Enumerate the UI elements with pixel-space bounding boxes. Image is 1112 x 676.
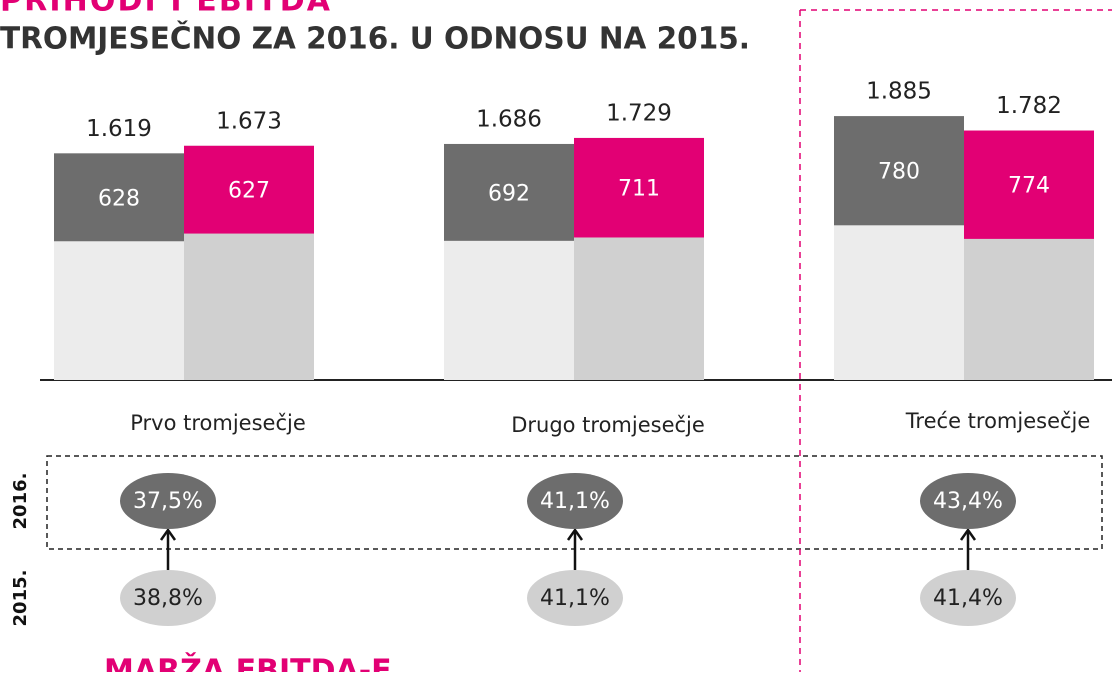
- arrow-head: [566, 527, 584, 541]
- x-tick-label: Prvo tromjesečje: [130, 411, 306, 435]
- total-label: 1.729: [606, 100, 672, 126]
- margin-bubble: [527, 570, 623, 626]
- margin-bubble: [920, 473, 1016, 529]
- highlight-frame: [799, 9, 1112, 672]
- margin-label: 43,4%: [933, 489, 1003, 514]
- ebitda-label: 780: [878, 160, 920, 185]
- bar-ebitda: [444, 143, 574, 241]
- bar-ebitda: [964, 130, 1094, 239]
- total-label: 1.673: [216, 108, 282, 134]
- heading: PRIHODI I EBITDA: [0, 0, 331, 19]
- x-tick-label: Drugo tromjesečje: [511, 413, 705, 437]
- arrow-head: [959, 527, 977, 541]
- margin-label: 37,5%: [133, 489, 203, 514]
- bar-ebitda: [184, 145, 314, 234]
- arrow-head: [159, 527, 177, 541]
- series-label: 2016.: [10, 473, 31, 530]
- margin-bubble: [120, 473, 216, 529]
- bar-ebitda: [574, 137, 704, 238]
- margin-bubble: [920, 570, 1016, 626]
- ebitda-label: 711: [618, 177, 660, 202]
- margin-label: 41,1%: [540, 586, 610, 611]
- total-label: 1.686: [476, 106, 542, 132]
- margin-bubble: [527, 473, 623, 529]
- total-label: 1.619: [86, 116, 152, 142]
- series-label: 2015.: [10, 570, 31, 627]
- ebitda-label: 627: [228, 179, 270, 204]
- margin-label: 41,4%: [933, 586, 1003, 611]
- bar-ebitda: [54, 153, 184, 242]
- margin-label: 41,1%: [540, 489, 610, 514]
- ebitda-label: 692: [488, 181, 530, 206]
- margin-label: 38,8%: [133, 586, 203, 611]
- ebitda-label: 774: [1008, 174, 1050, 199]
- ebitda-label: 628: [98, 186, 140, 211]
- total-label: 1.782: [996, 93, 1062, 119]
- chart-title: TROMJESEČNO ZA 2016. U ODNOSU NA 2015.: [0, 20, 750, 57]
- footer: MARŽA EBITDA-E: [104, 653, 392, 673]
- bar-ebitda: [834, 116, 964, 226]
- x-tick-label: Treće tromjesečje: [905, 409, 1091, 433]
- margin-bubble: [120, 570, 216, 626]
- total-label: 1.885: [866, 79, 932, 105]
